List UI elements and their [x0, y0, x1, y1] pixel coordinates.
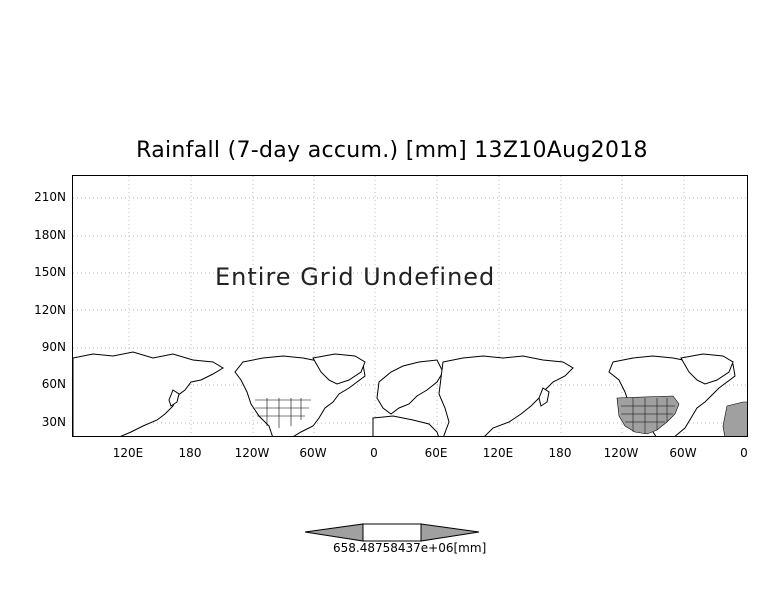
europe [376, 359, 444, 415]
y-label-180n: 180N [34, 228, 66, 242]
colorbar [304, 523, 481, 547]
y-label-150n: 150N [34, 265, 66, 279]
x-label-60e: 60E [424, 446, 448, 460]
asia-landmass [73, 351, 224, 436]
y-label-60n: 60N [41, 377, 66, 391]
shaded-us-state-lines [621, 398, 675, 434]
x-label-120e-a: 120E [112, 446, 144, 460]
x-label-120w-a: 120W [234, 446, 270, 460]
map-svg [73, 176, 747, 436]
x-label-120w-b: 120W [603, 446, 639, 460]
y-label-90n: 90N [41, 340, 66, 354]
us-state-lines [255, 398, 311, 428]
y-label-30n: 30N [41, 415, 66, 429]
undefined-grid-message: Entire Grid Undefined [215, 263, 496, 291]
japan-2 [538, 387, 550, 407]
colorbar-left-arrow [304, 523, 364, 542]
japan [168, 389, 180, 407]
greenland-2 [680, 353, 734, 385]
africa-north [372, 415, 439, 436]
shaded-land [616, 395, 747, 436]
y-label-210n: 210N [34, 190, 66, 204]
greenland [312, 353, 366, 385]
x-label-0-b: 0 [740, 446, 748, 460]
colorbar-label: 658.48758437e+06[mm] [333, 541, 487, 555]
x-label-0-a: 0 [370, 446, 378, 460]
coastlines-left [73, 351, 444, 436]
colorbar-right-arrow [420, 523, 480, 542]
x-label-180-a: 180 [178, 446, 202, 460]
x-label-180-b: 180 [548, 446, 572, 460]
colorbar-box [362, 523, 422, 542]
map-frame [72, 175, 748, 437]
asia-landmass-2 [438, 355, 574, 436]
shaded-europe-edge [722, 401, 747, 436]
x-label-120e-b: 120E [482, 446, 514, 460]
y-label-120n: 120N [34, 303, 66, 317]
chart-title: Rainfall (7-day accum.) [mm] 13Z10Aug201… [136, 138, 648, 163]
x-label-60w-a: 60W [299, 446, 327, 460]
colorbar-svg [304, 523, 480, 542]
x-label-60w-b: 60W [669, 446, 697, 460]
coastlines-right [438, 353, 736, 436]
